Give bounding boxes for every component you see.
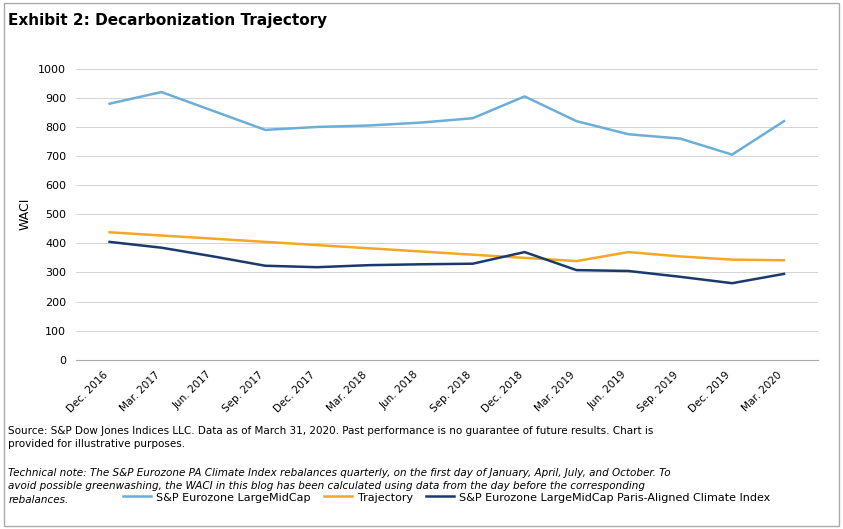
Trajectory: [364, 245, 374, 251]
S&P Eurozone LargeMidCap: [105, 101, 115, 107]
Legend: S&P Eurozone LargeMidCap, Trajectory, S&P Eurozone LargeMidCap Paris-Aligned Cli: S&P Eurozone LargeMidCap, Trajectory, S&…: [119, 488, 775, 507]
S&P Eurozone LargeMidCap Paris-Aligned Climate Index: [105, 239, 115, 245]
Trajectory: [468, 251, 478, 258]
Trajectory: [312, 242, 322, 248]
Trajectory: [519, 254, 529, 261]
S&P Eurozone LargeMidCap Paris-Aligned Climate Index: [727, 280, 737, 286]
S&P Eurozone LargeMidCap: [208, 108, 218, 114]
Line: Trajectory: Trajectory: [110, 232, 784, 261]
S&P Eurozone LargeMidCap Paris-Aligned Climate Index: [208, 253, 218, 260]
S&P Eurozone LargeMidCap: [468, 115, 478, 121]
S&P Eurozone LargeMidCap: [157, 89, 167, 95]
S&P Eurozone LargeMidCap: [572, 118, 582, 124]
Line: S&P Eurozone LargeMidCap Paris-Aligned Climate Index: S&P Eurozone LargeMidCap Paris-Aligned C…: [110, 242, 784, 283]
S&P Eurozone LargeMidCap: [312, 124, 322, 130]
Trajectory: [572, 258, 582, 264]
S&P Eurozone LargeMidCap Paris-Aligned Climate Index: [157, 244, 167, 251]
S&P Eurozone LargeMidCap Paris-Aligned Climate Index: [572, 267, 582, 273]
Trajectory: [208, 235, 218, 242]
Trajectory: [416, 248, 426, 254]
Text: Exhibit 2: Decarbonization Trajectory: Exhibit 2: Decarbonization Trajectory: [8, 13, 328, 28]
S&P Eurozone LargeMidCap: [623, 131, 633, 138]
S&P Eurozone LargeMidCap: [260, 126, 271, 133]
S&P Eurozone LargeMidCap: [416, 120, 426, 126]
S&P Eurozone LargeMidCap Paris-Aligned Climate Index: [364, 262, 374, 268]
Line: S&P Eurozone LargeMidCap: S&P Eurozone LargeMidCap: [110, 92, 784, 154]
S&P Eurozone LargeMidCap Paris-Aligned Climate Index: [416, 261, 426, 268]
Trajectory: [623, 249, 633, 255]
S&P Eurozone LargeMidCap: [779, 118, 789, 124]
Trajectory: [260, 239, 271, 245]
S&P Eurozone LargeMidCap Paris-Aligned Climate Index: [675, 273, 685, 280]
Trajectory: [157, 232, 167, 239]
Trajectory: [105, 229, 115, 235]
S&P Eurozone LargeMidCap Paris-Aligned Climate Index: [468, 260, 478, 267]
S&P Eurozone LargeMidCap: [727, 151, 737, 158]
Y-axis label: WACI: WACI: [19, 198, 31, 231]
Trajectory: [727, 257, 737, 263]
Trajectory: [675, 253, 685, 260]
S&P Eurozone LargeMidCap Paris-Aligned Climate Index: [519, 249, 529, 255]
S&P Eurozone LargeMidCap Paris-Aligned Climate Index: [312, 264, 322, 270]
S&P Eurozone LargeMidCap: [364, 122, 374, 129]
S&P Eurozone LargeMidCap: [675, 135, 685, 142]
Text: Source: S&P Dow Jones Indices LLC. Data as of March 31, 2020. Past performance i: Source: S&P Dow Jones Indices LLC. Data …: [8, 426, 654, 449]
S&P Eurozone LargeMidCap Paris-Aligned Climate Index: [260, 262, 271, 269]
S&P Eurozone LargeMidCap Paris-Aligned Climate Index: [623, 268, 633, 274]
Text: Technical note: The S&P Eurozone PA Climate Index rebalances quarterly, on the f: Technical note: The S&P Eurozone PA Clim…: [8, 468, 671, 505]
S&P Eurozone LargeMidCap: [519, 93, 529, 99]
Trajectory: [779, 257, 789, 263]
S&P Eurozone LargeMidCap Paris-Aligned Climate Index: [779, 271, 789, 277]
